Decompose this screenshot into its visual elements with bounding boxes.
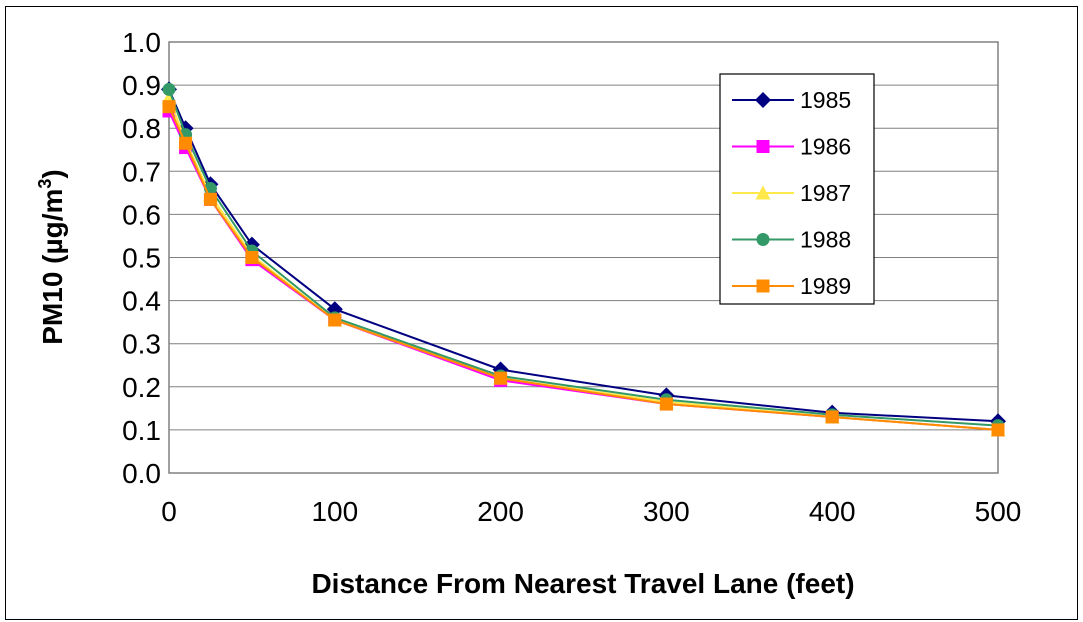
- series-1989: [162, 100, 1005, 437]
- legend-marker-1987: [755, 185, 771, 200]
- legend-marker-1986: [756, 140, 770, 153]
- legend-label-1987: 1987: [800, 180, 851, 206]
- plot-area: [168, 41, 999, 474]
- y-axis-title-close: ): [37, 169, 68, 178]
- data-point-1989: [245, 251, 259, 264]
- x-tick-label: 0: [161, 496, 177, 527]
- y-tick-label: 0.2: [122, 372, 161, 403]
- x-tick-label: 500: [975, 496, 1022, 527]
- y-tick-label: 0.9: [122, 70, 161, 101]
- y-tick-label: 0.0: [122, 458, 161, 489]
- y-tick-label: 0.8: [122, 113, 161, 144]
- x-tick-label: 200: [477, 496, 524, 527]
- legend-marker-1988: [756, 233, 770, 246]
- chart-frame: [5, 6, 1078, 620]
- data-point-1989: [179, 136, 193, 150]
- y-tick-label: 0.1: [122, 415, 161, 446]
- y-tick-label: 0.4: [122, 286, 161, 317]
- y-axis-title-superscript: 3: [35, 179, 55, 189]
- series-1987: [161, 90, 1006, 437]
- legend-label-1985: 1985: [800, 87, 851, 113]
- legend-label-1988: 1988: [800, 227, 851, 253]
- y-tick-label: 0.3: [122, 329, 161, 360]
- legend-marker-1989: [756, 279, 770, 293]
- y-axis-title-main: PM10 (µg/m: [37, 189, 68, 345]
- legend-box: [719, 73, 875, 305]
- y-tick-label: 1.0: [122, 27, 161, 58]
- x-tick-label: 100: [311, 496, 358, 527]
- series-1985: [161, 81, 1006, 430]
- data-point-1989: [825, 410, 839, 424]
- data-point-1989: [328, 313, 342, 327]
- data-point-1989: [494, 371, 508, 385]
- legend-label-1986: 1986: [800, 134, 851, 160]
- y-axis-title: PM10 (µg/m3): [35, 169, 68, 345]
- data-point-1988: [162, 82, 176, 96]
- legend-marker-1985: [755, 92, 771, 108]
- data-point-1989: [203, 192, 217, 206]
- y-tick-label: 0.5: [122, 243, 161, 274]
- legend: 1985 1986 1987 1988 1989: [719, 73, 875, 305]
- data-point-1989: [162, 100, 176, 114]
- x-tick-label: 400: [809, 496, 856, 527]
- y-tick-labels: 0.0 0.1 0.2 0.3 0.4 0.5 0.6 0.7 0.8 0.9 1.0: [122, 27, 161, 489]
- x-tick-labels: 0 100 200 300 400 500: [161, 496, 1021, 527]
- y-tick-label: 0.6: [122, 199, 161, 230]
- x-axis-title: Distance From Nearest Travel Lane (feet): [311, 568, 854, 599]
- series-layer: [161, 81, 1006, 437]
- legend-label-1989: 1989: [800, 273, 851, 299]
- x-tick-label: 300: [643, 496, 690, 527]
- y-tick-label: 0.7: [122, 156, 161, 187]
- data-point-1989: [659, 397, 673, 411]
- data-point-1989: [991, 423, 1005, 437]
